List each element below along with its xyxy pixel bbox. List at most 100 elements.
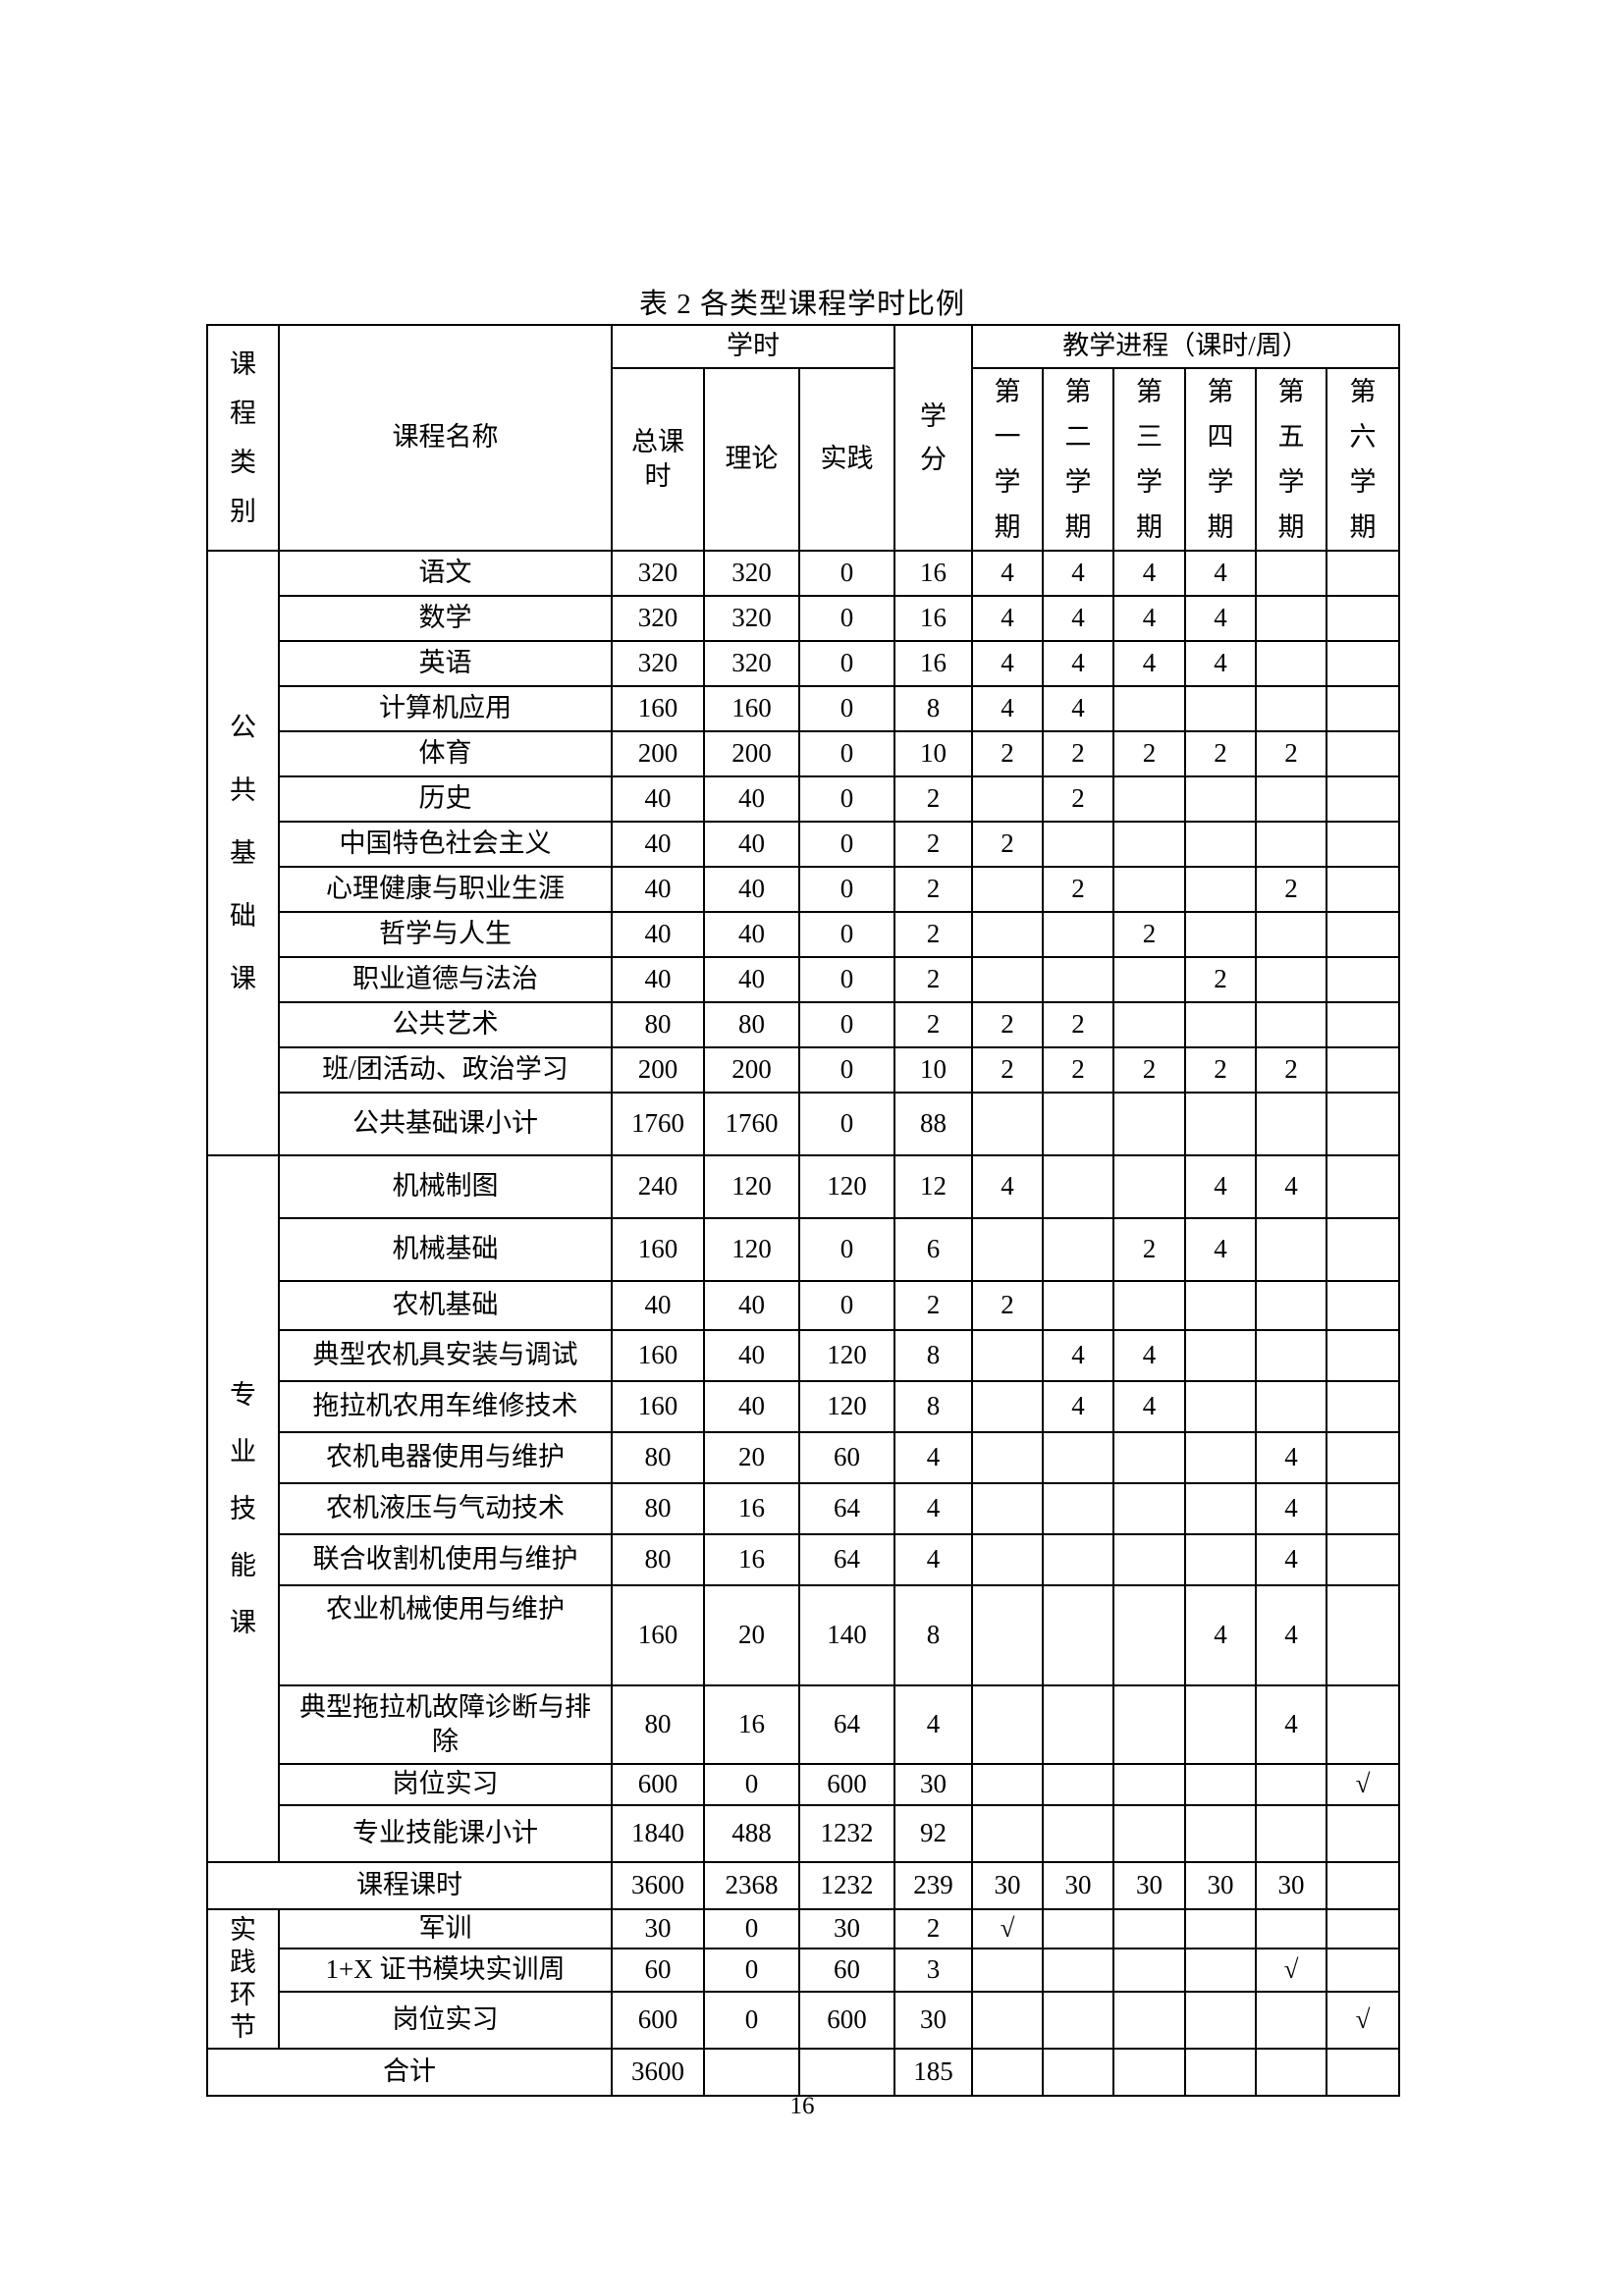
credits-cell: 8 bbox=[893, 685, 974, 732]
practice-hours-cell: 64 bbox=[797, 1482, 896, 1535]
practice-hours-cell: 0 bbox=[797, 956, 896, 1003]
semester-cell bbox=[1255, 550, 1328, 597]
total-hours-cell: 40 bbox=[611, 1280, 705, 1331]
semester-cell: 2 bbox=[1112, 1217, 1187, 1282]
practice-hours-cell: 0 bbox=[797, 640, 896, 687]
semester-cell: 4 bbox=[1255, 1154, 1328, 1219]
semester-cell bbox=[971, 911, 1045, 958]
semester-cell bbox=[1184, 1431, 1258, 1484]
semester-cell: 2 bbox=[1184, 730, 1258, 777]
semester-cell bbox=[1042, 1280, 1115, 1331]
table-row: 数学 320 320 0 16 4 4 4 4 bbox=[207, 595, 1401, 642]
theory-hours-cell: 16 bbox=[703, 1533, 800, 1586]
practice-hours-cell: 0 bbox=[797, 730, 896, 777]
semester-cell bbox=[1326, 866, 1401, 913]
semester-cell bbox=[1112, 1154, 1187, 1219]
course-name-cell: 1+X 证书模块实训周 bbox=[278, 1948, 613, 1993]
total-hours-cell: 80 bbox=[611, 1482, 705, 1535]
semester-cell: 2 bbox=[1255, 730, 1328, 777]
semester-cell: √ bbox=[971, 1908, 1045, 1949]
table-row: 农机电器使用与维护 80 20 60 4 4 bbox=[207, 1431, 1401, 1484]
semester-cell: √ bbox=[1255, 1948, 1328, 1993]
practice-hours-cell: 64 bbox=[797, 1684, 896, 1765]
theory-hours-cell bbox=[703, 2048, 800, 2097]
semester-cell: 2 bbox=[1255, 1046, 1328, 1094]
semester-cell bbox=[971, 2048, 1045, 2097]
credits-cell: 8 bbox=[893, 1329, 974, 1382]
table-row: 心理健康与职业生涯 40 40 0 2 2 2 bbox=[207, 866, 1401, 913]
semester-cell: 4 bbox=[1042, 595, 1115, 642]
semester-cell: 2 bbox=[1255, 866, 1328, 913]
total-hours-cell: 160 bbox=[611, 1380, 705, 1433]
semester-cell bbox=[1042, 2048, 1115, 2097]
credits-cell: 2 bbox=[893, 1908, 974, 1949]
semester-cell bbox=[971, 1763, 1045, 1806]
semester-cell: 2 bbox=[1184, 956, 1258, 1003]
semester-cell bbox=[1326, 1329, 1401, 1382]
total-hours-cell: 200 bbox=[611, 1046, 705, 1094]
theory-hours-cell: 320 bbox=[703, 640, 800, 687]
theory-hours-cell: 200 bbox=[703, 1046, 800, 1094]
total-hours-cell: 40 bbox=[611, 911, 705, 958]
semester-cell: 2 bbox=[971, 730, 1045, 777]
semester-cell bbox=[1326, 550, 1401, 597]
semester-cell bbox=[1326, 1431, 1401, 1484]
semester-cell bbox=[971, 1684, 1045, 1765]
practice-hours-cell: 0 bbox=[797, 685, 896, 732]
semester-cell bbox=[1112, 1908, 1187, 1949]
semester-header: 第 二 学 期 bbox=[1042, 367, 1115, 552]
table-row: 合计 3600 185 bbox=[206, 2048, 1401, 2097]
semester-cell: 4 bbox=[1112, 1380, 1187, 1433]
semester-cell bbox=[1112, 1991, 1187, 2050]
course-name-cell: 机械制图 bbox=[278, 1154, 613, 1219]
credits-cell: 6 bbox=[893, 1217, 974, 1282]
credits-cell: 239 bbox=[893, 1861, 974, 1910]
course-name-cell: 军训 bbox=[278, 1908, 613, 1949]
semester-cell: 30 bbox=[1255, 1861, 1328, 1910]
semester-cell bbox=[1042, 911, 1115, 958]
semester-cell bbox=[1112, 1431, 1187, 1484]
table-row: 农业机械使用与维护 160 20 140 8 4 4 bbox=[207, 1584, 1401, 1686]
practice-hours-cell: 0 bbox=[797, 866, 896, 913]
theory-hours-cell: 40 bbox=[703, 866, 800, 913]
table-row: 机械基础 160 120 0 6 2 4 bbox=[207, 1217, 1401, 1282]
semester-cell bbox=[1042, 821, 1115, 868]
semester-cell bbox=[1184, 1092, 1258, 1156]
total-hours-cell: 80 bbox=[611, 1001, 705, 1048]
total-hours-cell: 80 bbox=[611, 1684, 705, 1765]
theory-hours-cell: 16 bbox=[703, 1482, 800, 1535]
semester-cell bbox=[1255, 2048, 1328, 2097]
subheader-row: 总课时 理论 实践 第 一 学 期第 二 学 期第 三 学 期第 四 学 期第 五 学… bbox=[207, 367, 1401, 552]
semester-cell bbox=[971, 1584, 1045, 1686]
semester-cell: 4 bbox=[1184, 1154, 1258, 1219]
practice-hours-cell bbox=[797, 2048, 896, 2097]
course-name-cell: 农机基础 bbox=[278, 1280, 613, 1331]
table-row: 专 业 技 能 课机械制图 240 120 120 12 4 4 4 bbox=[206, 1154, 1401, 1863]
semester-cell bbox=[1112, 2048, 1187, 2097]
practice-hours-cell: 600 bbox=[797, 1763, 896, 1806]
semester-cell: 4 bbox=[1255, 1533, 1328, 1586]
total-hours-cell: 40 bbox=[611, 821, 705, 868]
table-row: 公共艺术 80 80 0 2 2 2 bbox=[207, 1001, 1401, 1048]
credits-cell: 3 bbox=[893, 1948, 974, 1993]
credits-cell: 16 bbox=[893, 640, 974, 687]
section-label: 公 共 基 础 课 bbox=[206, 550, 280, 1156]
semester-cell: 4 bbox=[1112, 640, 1187, 687]
semester-cell: 4 bbox=[1184, 595, 1258, 642]
semester-cell bbox=[1042, 1908, 1115, 1949]
theory-hours-cell: 2368 bbox=[703, 1861, 800, 1910]
credits-cell: 92 bbox=[893, 1804, 974, 1863]
total-hours-header: 总课时 bbox=[611, 367, 705, 552]
semester-cell bbox=[971, 956, 1045, 1003]
semester-cell bbox=[1326, 775, 1401, 823]
semester-cell bbox=[971, 1533, 1045, 1586]
credits-cell: 12 bbox=[893, 1154, 974, 1219]
semester-cell bbox=[1112, 956, 1187, 1003]
semester-cell bbox=[1184, 1533, 1258, 1586]
theory-hours-cell: 40 bbox=[703, 1280, 800, 1331]
semester-cell bbox=[1042, 1948, 1115, 1993]
semester-cell: 4 bbox=[1184, 550, 1258, 597]
course-name-cell: 历史 bbox=[278, 775, 613, 823]
table-row: 体育 200 200 0 10 2 2 2 2 2 bbox=[207, 730, 1401, 777]
credits-cell: 16 bbox=[893, 550, 974, 597]
